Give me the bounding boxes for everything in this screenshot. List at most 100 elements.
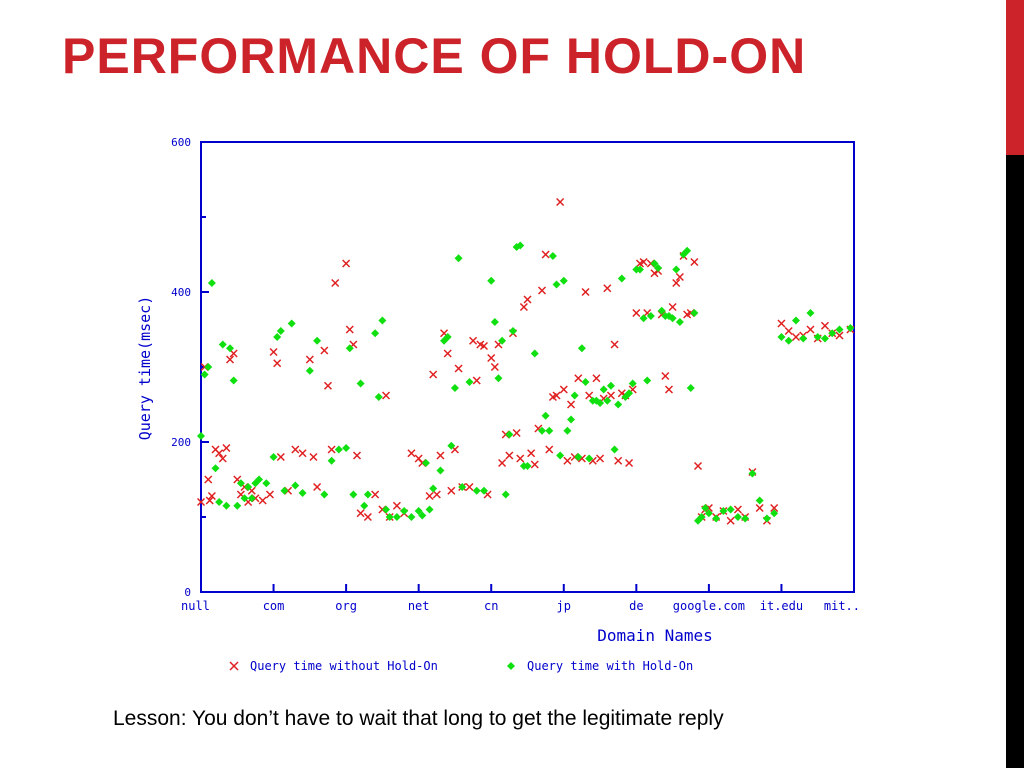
point-without-hold-on bbox=[770, 503, 779, 513]
point-with-hold-on bbox=[726, 505, 735, 514]
point-with-hold-on bbox=[236, 479, 245, 488]
point-with-hold-on bbox=[418, 511, 427, 520]
point-with-hold-on bbox=[204, 363, 213, 371]
point-without-hold-on bbox=[269, 347, 278, 357]
point-with-hold-on bbox=[498, 336, 507, 345]
point-with-hold-on bbox=[429, 484, 438, 493]
legend-label-without: Query time without Hold-On bbox=[250, 659, 438, 673]
point-with-hold-on bbox=[654, 264, 663, 272]
point-without-hold-on bbox=[425, 491, 434, 501]
point-with-hold-on bbox=[360, 501, 369, 510]
scatter-chart: 0 200 400 600 null com org net cn jp de google.com… bbox=[130, 128, 870, 680]
data-points bbox=[196, 197, 855, 525]
point-with-hold-on bbox=[342, 444, 351, 452]
point-without-hold-on bbox=[204, 475, 213, 484]
point-with-hold-on bbox=[229, 376, 238, 385]
point-with-hold-on bbox=[585, 454, 594, 463]
legend-marker-without bbox=[229, 661, 239, 671]
point-without-hold-on bbox=[585, 391, 594, 400]
point-without-hold-on bbox=[672, 278, 681, 288]
point-with-hold-on bbox=[563, 426, 572, 435]
accent-bar-red bbox=[1006, 0, 1024, 155]
point-without-hold-on bbox=[519, 302, 528, 312]
y-tick-label: 200 bbox=[171, 436, 191, 449]
point-with-hold-on bbox=[207, 279, 216, 287]
point-with-hold-on bbox=[363, 490, 372, 499]
point-without-hold-on bbox=[690, 257, 699, 267]
point-without-hold-on bbox=[447, 486, 456, 495]
point-without-hold-on bbox=[545, 445, 554, 454]
point-with-hold-on bbox=[255, 475, 264, 484]
point-without-hold-on bbox=[342, 259, 351, 268]
y-tick-label: 400 bbox=[171, 286, 191, 299]
point-without-hold-on bbox=[222, 443, 231, 453]
point-with-hold-on bbox=[701, 504, 710, 512]
point-with-hold-on bbox=[697, 513, 706, 521]
point-with-hold-on bbox=[625, 389, 634, 398]
point-without-hold-on bbox=[363, 512, 372, 522]
x-tick-label: null bbox=[181, 599, 210, 613]
point-with-hold-on bbox=[599, 385, 608, 394]
point-with-hold-on bbox=[291, 481, 300, 490]
point-with-hold-on bbox=[371, 329, 380, 338]
point-with-hold-on bbox=[200, 370, 209, 379]
point-with-hold-on bbox=[813, 333, 822, 341]
point-with-hold-on bbox=[741, 514, 750, 523]
point-with-hold-on bbox=[244, 483, 253, 491]
point-with-hold-on bbox=[276, 327, 285, 335]
point-without-hold-on bbox=[552, 391, 561, 400]
point-without-hold-on bbox=[777, 319, 786, 328]
point-without-hold-on bbox=[305, 355, 314, 364]
point-with-hold-on bbox=[545, 426, 554, 435]
point-without-hold-on bbox=[258, 496, 267, 505]
x-tick-label: com bbox=[263, 599, 285, 613]
point-without-hold-on bbox=[559, 385, 568, 394]
point-with-hold-on bbox=[400, 507, 409, 515]
point-with-hold-on bbox=[530, 349, 539, 358]
point-without-hold-on bbox=[567, 400, 576, 409]
point-without-hold-on bbox=[381, 391, 391, 400]
point-with-hold-on bbox=[657, 306, 666, 315]
point-with-hold-on bbox=[516, 241, 525, 250]
point-without-hold-on bbox=[581, 287, 590, 297]
point-without-hold-on bbox=[309, 452, 318, 462]
point-without-hold-on bbox=[606, 391, 615, 400]
point-with-hold-on bbox=[672, 265, 681, 274]
point-with-hold-on bbox=[628, 379, 637, 388]
x-axis-label: Domain Names bbox=[597, 626, 713, 645]
point-with-hold-on bbox=[414, 507, 423, 515]
point-with-hold-on bbox=[614, 400, 623, 409]
chart-svg: 0 200 400 600 null com org net cn jp de google.com… bbox=[136, 136, 860, 673]
point-with-hold-on bbox=[490, 318, 499, 326]
point-with-hold-on bbox=[784, 336, 793, 345]
point-with-hold-on bbox=[596, 399, 605, 407]
point-without-hold-on bbox=[487, 353, 496, 363]
point-with-hold-on bbox=[574, 453, 583, 461]
point-with-hold-on bbox=[538, 426, 547, 435]
point-with-hold-on bbox=[733, 513, 742, 521]
point-with-hold-on bbox=[748, 469, 757, 478]
point-with-hold-on bbox=[287, 319, 296, 328]
x-tick-label: org bbox=[335, 599, 357, 613]
point-without-hold-on bbox=[614, 456, 623, 465]
point-without-hold-on bbox=[625, 458, 634, 468]
point-with-hold-on bbox=[215, 498, 224, 506]
point-without-hold-on bbox=[755, 503, 764, 513]
point-with-hold-on bbox=[334, 445, 343, 454]
point-with-hold-on bbox=[218, 340, 227, 349]
point-without-hold-on bbox=[218, 454, 227, 463]
point-without-hold-on bbox=[632, 308, 641, 318]
point-with-hold-on bbox=[494, 374, 503, 383]
point-without-hold-on bbox=[229, 349, 238, 358]
point-with-hold-on bbox=[233, 501, 242, 510]
point-without-hold-on bbox=[505, 451, 514, 460]
point-without-hold-on bbox=[276, 452, 285, 462]
x-tick-label: cn bbox=[484, 599, 498, 613]
point-without-hold-on bbox=[469, 336, 478, 345]
point-without-hold-on bbox=[664, 385, 674, 394]
point-with-hold-on bbox=[770, 509, 779, 518]
point-with-hold-on bbox=[450, 384, 459, 392]
x-tick-label: jp bbox=[557, 599, 571, 613]
point-without-hold-on bbox=[592, 374, 601, 383]
point-without-hold-on bbox=[693, 461, 703, 471]
